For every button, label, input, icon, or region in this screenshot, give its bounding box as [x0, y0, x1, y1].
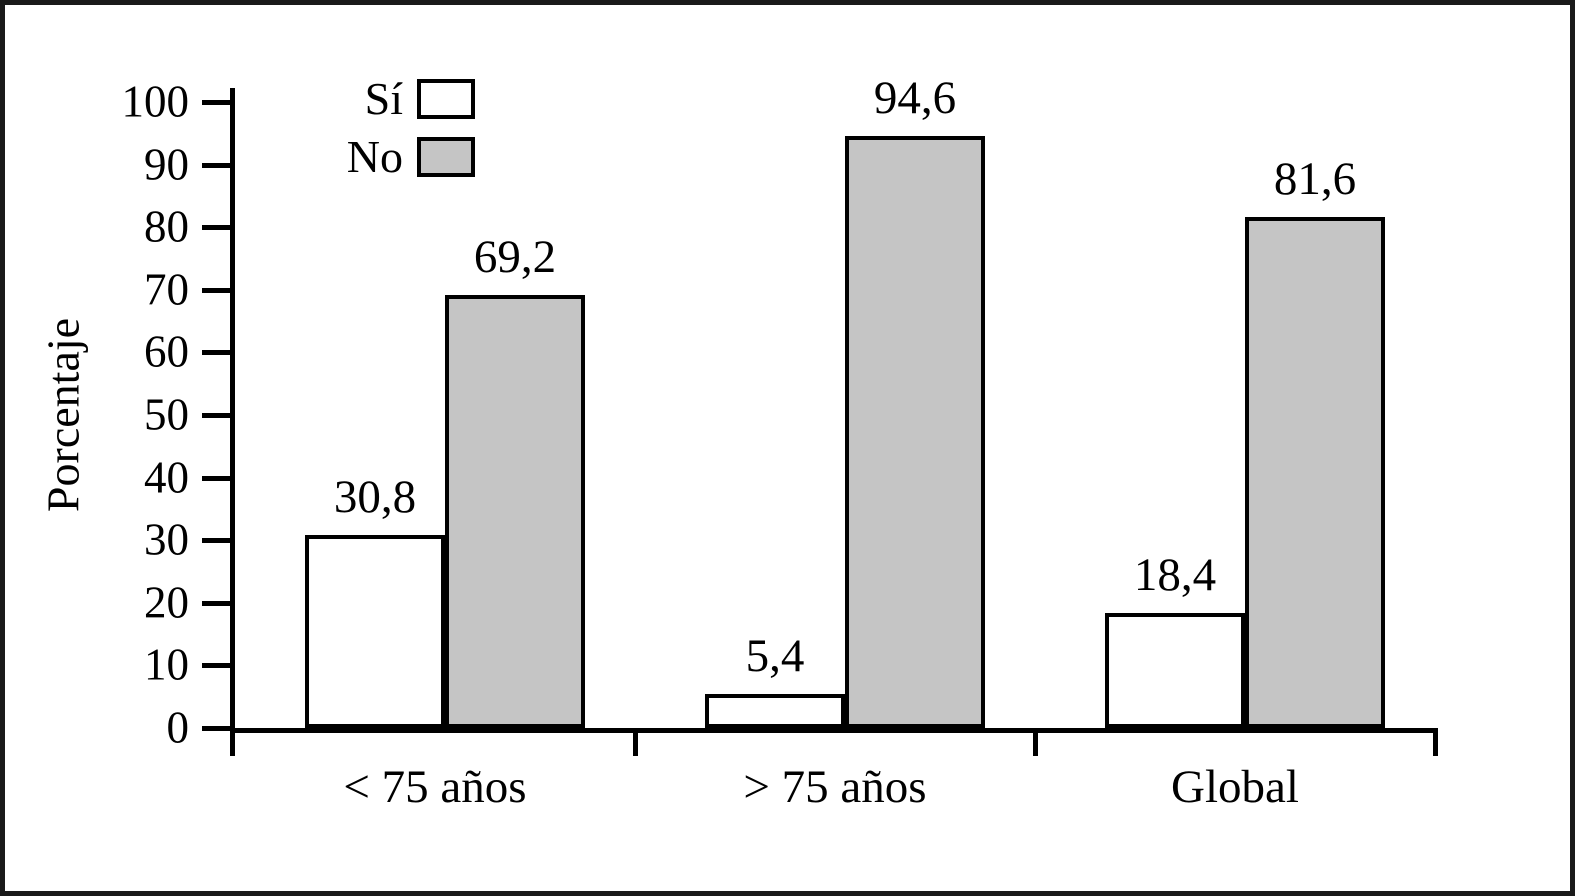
y-tick-label: 10	[144, 639, 189, 690]
x-axis-tick	[1433, 728, 1438, 756]
legend-swatch-no	[417, 137, 475, 177]
y-tick-label: 100	[121, 76, 190, 127]
x-axis-tick	[1033, 728, 1038, 756]
y-tick-mark	[202, 413, 232, 418]
y-tick-mark	[202, 287, 232, 293]
y-tick-mark	[202, 663, 232, 669]
bar-value-label: 5,4	[745, 630, 805, 683]
bar-group: 5,4 94,6 > 75 años	[635, 74, 1035, 811]
bar-no	[1245, 217, 1385, 728]
bar-value-label: 18,4	[1133, 548, 1217, 601]
legend-item-si: Sí	[313, 76, 475, 122]
legend-label-si: Sí	[364, 73, 403, 124]
y-tick-mark	[202, 726, 232, 731]
category-label: > 75 años	[743, 761, 927, 813]
y-tick-label: 90	[144, 139, 189, 190]
y-tick-label: 70	[144, 264, 189, 315]
y-axis-line	[230, 88, 235, 728]
category-label: < 75 años	[343, 761, 527, 813]
y-tick-mark	[202, 100, 232, 105]
y-tick-label: 60	[144, 326, 189, 377]
bar-value-label: 30,8	[333, 471, 417, 524]
legend: Sí No	[313, 76, 475, 180]
x-axis-tick	[633, 728, 638, 756]
y-tick-label: 0	[166, 702, 190, 753]
y-tick-label: 30	[144, 514, 189, 565]
y-tick-label: 40	[144, 452, 189, 503]
y-tick-mark	[202, 162, 232, 168]
legend-label-no: No	[346, 131, 403, 182]
plot-area: Sí No 0 10 20 30 40 50 60 70 80 90 100 30,8 69,2 < 7…	[122, 74, 1438, 811]
bar-group: 18,4 81,6 Global	[1035, 102, 1435, 811]
y-tick-mark	[202, 600, 232, 606]
bar-value-label: 69,2	[473, 230, 557, 283]
bar-si	[305, 535, 445, 728]
x-axis-tick	[230, 728, 235, 756]
y-tick-mark	[202, 225, 232, 231]
category-label: Global	[1171, 761, 1299, 813]
legend-swatch-si	[417, 79, 475, 119]
bar-si	[1105, 612, 1245, 728]
y-axis-title: Porcentaje	[37, 317, 89, 513]
y-tick-mark	[202, 475, 232, 481]
bar-value-label: 94,6	[873, 71, 957, 124]
bar-group: 30,8 69,2 < 75 años	[235, 102, 635, 811]
y-tick-mark	[202, 350, 232, 356]
y-tick-label: 20	[144, 577, 189, 628]
y-tick-mark	[202, 538, 232, 544]
bar-si	[705, 694, 845, 728]
y-tick-label: 50	[144, 389, 189, 440]
bar-groups: 30,8 69,2 < 75 años 5,4 94,6 > 75 años 18,4 81,…	[235, 74, 1435, 811]
bar-no	[845, 135, 985, 728]
x-axis-line	[230, 728, 1435, 733]
bar-no	[445, 294, 585, 728]
legend-item-no: No	[313, 134, 475, 180]
y-tick-label: 80	[144, 201, 189, 252]
bar-value-label: 81,6	[1273, 153, 1357, 206]
